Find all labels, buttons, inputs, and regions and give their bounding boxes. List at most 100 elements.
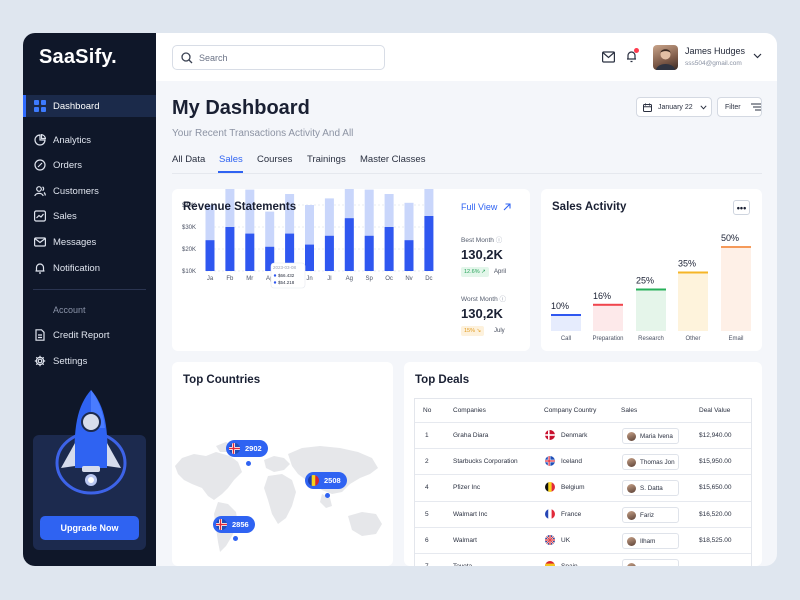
gear-icon (34, 355, 46, 367)
salesperson-chip[interactable]: Fariz (622, 506, 679, 523)
worst-month-label: Worst Month ⓘ (461, 296, 507, 303)
deal-value: $16,520.00 (699, 510, 732, 518)
company-country: UK (561, 536, 571, 544)
bar-value (205, 240, 215, 271)
sidebar-section-label: Account (53, 305, 86, 315)
pie-chart-icon (34, 134, 46, 146)
activity-value-label: 16% (593, 291, 611, 301)
filter-button[interactable]: Filter (717, 97, 762, 117)
deal-value: $12,940.00 (699, 432, 732, 439)
iceland-flag-icon (216, 519, 227, 530)
activity-bar (593, 303, 623, 331)
search-input[interactable]: Search (172, 45, 385, 70)
sales-activity-card: 10% Call 16% Preparation 25% Research 35% Other… (541, 189, 762, 351)
avatar (627, 484, 636, 494)
tooltip (270, 262, 306, 289)
table-row[interactable]: 4 Pfizer Inc Belgium S. Datta $15,650.00 (415, 475, 751, 502)
sidebar-item-sales[interactable]: Sales (23, 205, 156, 227)
activity-category-label: Other (685, 336, 700, 342)
bar-value (364, 235, 374, 271)
sidebar-divider (33, 289, 146, 290)
column-header: Sales (621, 407, 638, 414)
salesperson-chip[interactable]: Maria Ivena (622, 428, 679, 444)
page-subtitle: Your Recent Transactions Activity And Al… (172, 128, 354, 139)
deal-value: $18,525.00 (699, 536, 732, 544)
sidebar-item-settings[interactable]: Settings (23, 350, 156, 372)
sidebar-item-label: Notification (53, 262, 100, 274)
revenue-title: Revenue Statements (183, 201, 297, 213)
top-deals-card: Top Deals No Companies Company Country S… (404, 362, 762, 566)
sidebar-item-analytics[interactable]: Analytics (23, 129, 156, 151)
sidebar-item-notification[interactable]: Notification (23, 257, 156, 279)
sidebar-item-messages[interactable]: Messages (23, 231, 156, 253)
full-view-link[interactable]: Full View (461, 202, 511, 212)
country-pin[interactable]: 2508 (305, 472, 347, 489)
grid-icon (34, 100, 46, 112)
chevron-down-icon[interactable] (753, 53, 762, 59)
uk-flag-icon (545, 534, 555, 545)
table-row[interactable]: 5 Walmart Inc France Fariz $16,520.00 (415, 502, 751, 528)
best-month-label: Best Month ⓘ (461, 237, 503, 244)
activity-value-label: 50% (721, 233, 739, 243)
salesperson-name: Fariz (640, 511, 654, 519)
sidebar-item-customers[interactable]: Customers (23, 180, 156, 202)
bar-total (305, 205, 314, 271)
sidebar-item-dashboard[interactable]: Dashboard (23, 95, 156, 117)
filter-icon (750, 103, 761, 111)
tab-sales[interactable]: Sales (219, 154, 243, 165)
country-pin[interactable]: 2902 (226, 440, 268, 457)
worst-change-badge: 15% ↘ (461, 326, 485, 336)
bar-total (364, 189, 374, 271)
salesperson-chip[interactable]: Thomas Jon (622, 454, 679, 471)
sidebar-item-label: Messages (53, 236, 97, 248)
salesperson-chip[interactable] (622, 558, 679, 566)
avatar[interactable] (653, 45, 678, 70)
mail-icon[interactable] (602, 51, 615, 63)
bell-icon[interactable] (625, 49, 638, 63)
sales-chart-icon (34, 210, 46, 222)
tab-courses[interactable]: Courses (257, 154, 293, 165)
top-deals-title: Top Deals (415, 374, 470, 386)
sidebar: SaaSify. Dashboard Analytics Orders Cust… (23, 33, 156, 566)
table-row[interactable]: 2 Starbucks Corporation Iceland Thomas J… (415, 449, 751, 476)
avatar (627, 458, 636, 468)
sidebar-item-orders[interactable]: Orders (23, 154, 156, 176)
salesperson-name: Thomas Jon (640, 459, 675, 467)
upgrade-button[interactable]: Upgrade Now (40, 516, 139, 540)
sidebar-item-credit-report[interactable]: Credit Report (23, 324, 156, 346)
tab-all-data[interactable]: All Data (172, 154, 206, 165)
activity-bar (636, 288, 666, 331)
salesperson-chip[interactable]: S. Datta (622, 480, 679, 497)
x-tick-label: Jl (327, 276, 331, 282)
company-country: Denmark (561, 432, 588, 439)
deal-value: $15,650.00 (699, 484, 732, 492)
spain-flag-icon (545, 560, 555, 566)
x-tick-label: Sp (366, 276, 374, 282)
company-name: Walmart Inc (453, 510, 488, 518)
row-number: 2 (425, 458, 429, 466)
row-number: 5 (425, 510, 429, 518)
table-row[interactable]: 7 Toyota Spain (415, 554, 751, 566)
pin-value: 2856 (232, 520, 249, 529)
tab-trainings[interactable]: Trainings (307, 154, 346, 165)
country-pin[interactable]: 2856 (213, 516, 255, 533)
activity-value-label: 35% (678, 259, 696, 269)
table-row[interactable]: 1 Graha Diara Denmark Maria Ivena $12,94… (415, 423, 751, 450)
user-name: James Hudges (685, 46, 746, 56)
filter-label: Filter (725, 103, 741, 111)
table-row[interactable]: 6 Walmart UK Ilham $18,525.00 (415, 528, 751, 554)
tab-master-classes[interactable]: Master Classes (360, 154, 426, 165)
salesperson-chip[interactable]: Ilham (622, 532, 679, 549)
sidebar-item-label: Settings (53, 355, 88, 367)
x-tick-label: Jn (306, 276, 312, 282)
pin-value: 2902 (245, 444, 262, 453)
bar-total (324, 198, 334, 271)
y-tick-label: $30K (182, 225, 196, 231)
revenue-chart: $10K$20K$30K$40K$50KJaFbMrApMyJnJlAgSpOc… (182, 189, 434, 289)
bar-value (384, 227, 394, 271)
activity-value-label: 10% (551, 301, 569, 311)
more-options-button[interactable]: ••• (733, 200, 750, 215)
bar-total (404, 202, 414, 271)
bar-total (285, 194, 295, 271)
date-filter-button[interactable]: January 22 (636, 97, 712, 117)
